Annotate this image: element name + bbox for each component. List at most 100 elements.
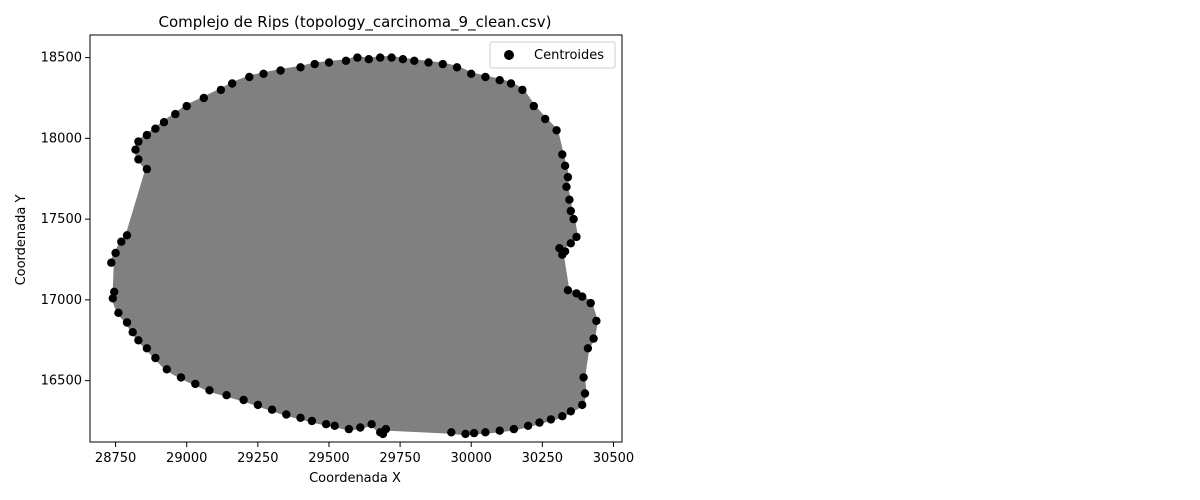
centroid-point: [376, 53, 385, 62]
centroid-point: [560, 161, 570, 170]
centroid-point: [566, 239, 575, 248]
centroid-point: [364, 55, 373, 64]
centroid-point: [506, 79, 516, 88]
centroid-point: [267, 405, 277, 414]
centroid-point: [222, 391, 231, 400]
centroid-point: [324, 58, 334, 67]
x-tick-label: 30250: [522, 451, 563, 466]
centroid-point: [555, 244, 564, 253]
centroid-point: [176, 373, 186, 382]
centroid-point: [387, 53, 396, 62]
centroid-point: [583, 344, 593, 353]
centroid-point: [245, 72, 254, 82]
centroid-point: [216, 85, 226, 95]
legend-label: Centroides: [534, 48, 604, 63]
centroid-points: [107, 53, 601, 439]
centroid-point: [259, 69, 268, 79]
plot-frame: [89, 34, 623, 443]
x-axis-label: Coordenada X: [309, 471, 401, 486]
centroid-point: [108, 294, 118, 303]
y-tick-label: 18000: [41, 131, 82, 146]
centroid-point: [461, 429, 470, 439]
centroid-point: [344, 424, 354, 434]
centroid-point: [341, 56, 351, 65]
centroid-point: [142, 344, 152, 353]
centroid-point: [578, 400, 587, 410]
centroid-point: [151, 124, 160, 133]
centroid-point: [122, 318, 132, 327]
centroid-point: [438, 59, 447, 69]
centroid-point: [253, 400, 263, 410]
centroid-point: [142, 164, 152, 174]
centroid-point: [330, 421, 339, 430]
centroid-point: [529, 101, 538, 111]
centroid-point: [151, 353, 160, 363]
centroid-point: [566, 206, 575, 216]
centroid-point: [572, 232, 581, 242]
centroid-point: [481, 428, 490, 437]
centroid-point: [110, 287, 119, 296]
x-tick-label: 30000: [451, 451, 492, 466]
centroid-point: [558, 412, 567, 421]
centroid-point: [307, 416, 317, 426]
x-axis-ticks: 28750 29000 29250 29500 29750 30000 30250 30500: [95, 442, 634, 466]
centroid-point: [586, 298, 595, 308]
centroid-point: [381, 424, 391, 434]
centroid-point: [310, 59, 319, 69]
centroid-point: [541, 114, 550, 124]
centroid-point: [159, 118, 169, 127]
centroid-point: [569, 214, 578, 224]
x-tick-label: 29000: [166, 451, 207, 466]
centroid-point: [589, 334, 598, 343]
centroid-point: [321, 420, 331, 429]
x-tick-label: 28750: [95, 451, 136, 466]
centroid-point: [495, 76, 504, 85]
y-axis-label: Coordenada Y: [14, 195, 29, 286]
centroid-point: [481, 72, 490, 82]
centroid-point: [162, 365, 171, 374]
centroid-point: [353, 53, 362, 62]
centroid-point: [356, 423, 365, 432]
centroid-point: [134, 155, 143, 164]
centroid-point: [107, 258, 116, 267]
y-tick-label: 16500: [41, 374, 82, 389]
centroid-point: [424, 58, 433, 67]
centroid-point: [296, 413, 305, 422]
chart-title: Complejo de Rips (topology_carcinoma_9_c…: [159, 13, 552, 32]
centroid-point: [580, 389, 590, 398]
centroid-point: [566, 407, 575, 416]
x-tick-label: 29250: [237, 451, 278, 466]
y-axis-ticks: 16500 17000 17500 18000 18500: [41, 51, 90, 389]
centroid-point: [579, 373, 588, 382]
centroid-point: [122, 231, 132, 240]
centroid-point: [131, 145, 140, 154]
centroid-point: [111, 248, 120, 258]
centroid-point: [562, 182, 571, 191]
centroid-point: [128, 328, 137, 337]
legend-box: [489, 41, 616, 69]
centroid-point: [535, 418, 544, 427]
centroid-point: [509, 424, 519, 434]
centroid-point: [205, 386, 214, 395]
centroid-point: [592, 316, 601, 326]
centroid-point: [182, 101, 191, 111]
y-tick-label: 17500: [41, 212, 82, 227]
y-tick-label: 18500: [41, 51, 82, 66]
centroid-point: [452, 63, 462, 72]
y-tick-label: 17000: [41, 293, 82, 308]
centroid-point: [142, 130, 152, 140]
centroid-point: [563, 286, 573, 295]
centroid-point: [410, 56, 419, 65]
x-tick-label: 30500: [593, 451, 634, 466]
x-tick-label: 29750: [379, 451, 420, 466]
centroid-point: [282, 410, 291, 419]
centroid-point: [518, 85, 527, 95]
centroid-point: [552, 126, 561, 135]
centroid-point: [398, 55, 408, 64]
centroid-point: [469, 428, 479, 438]
centroid-point: [572, 289, 581, 298]
centroid-point: [565, 195, 574, 204]
centroid-point: [523, 421, 533, 430]
centroid-point: [296, 63, 305, 72]
